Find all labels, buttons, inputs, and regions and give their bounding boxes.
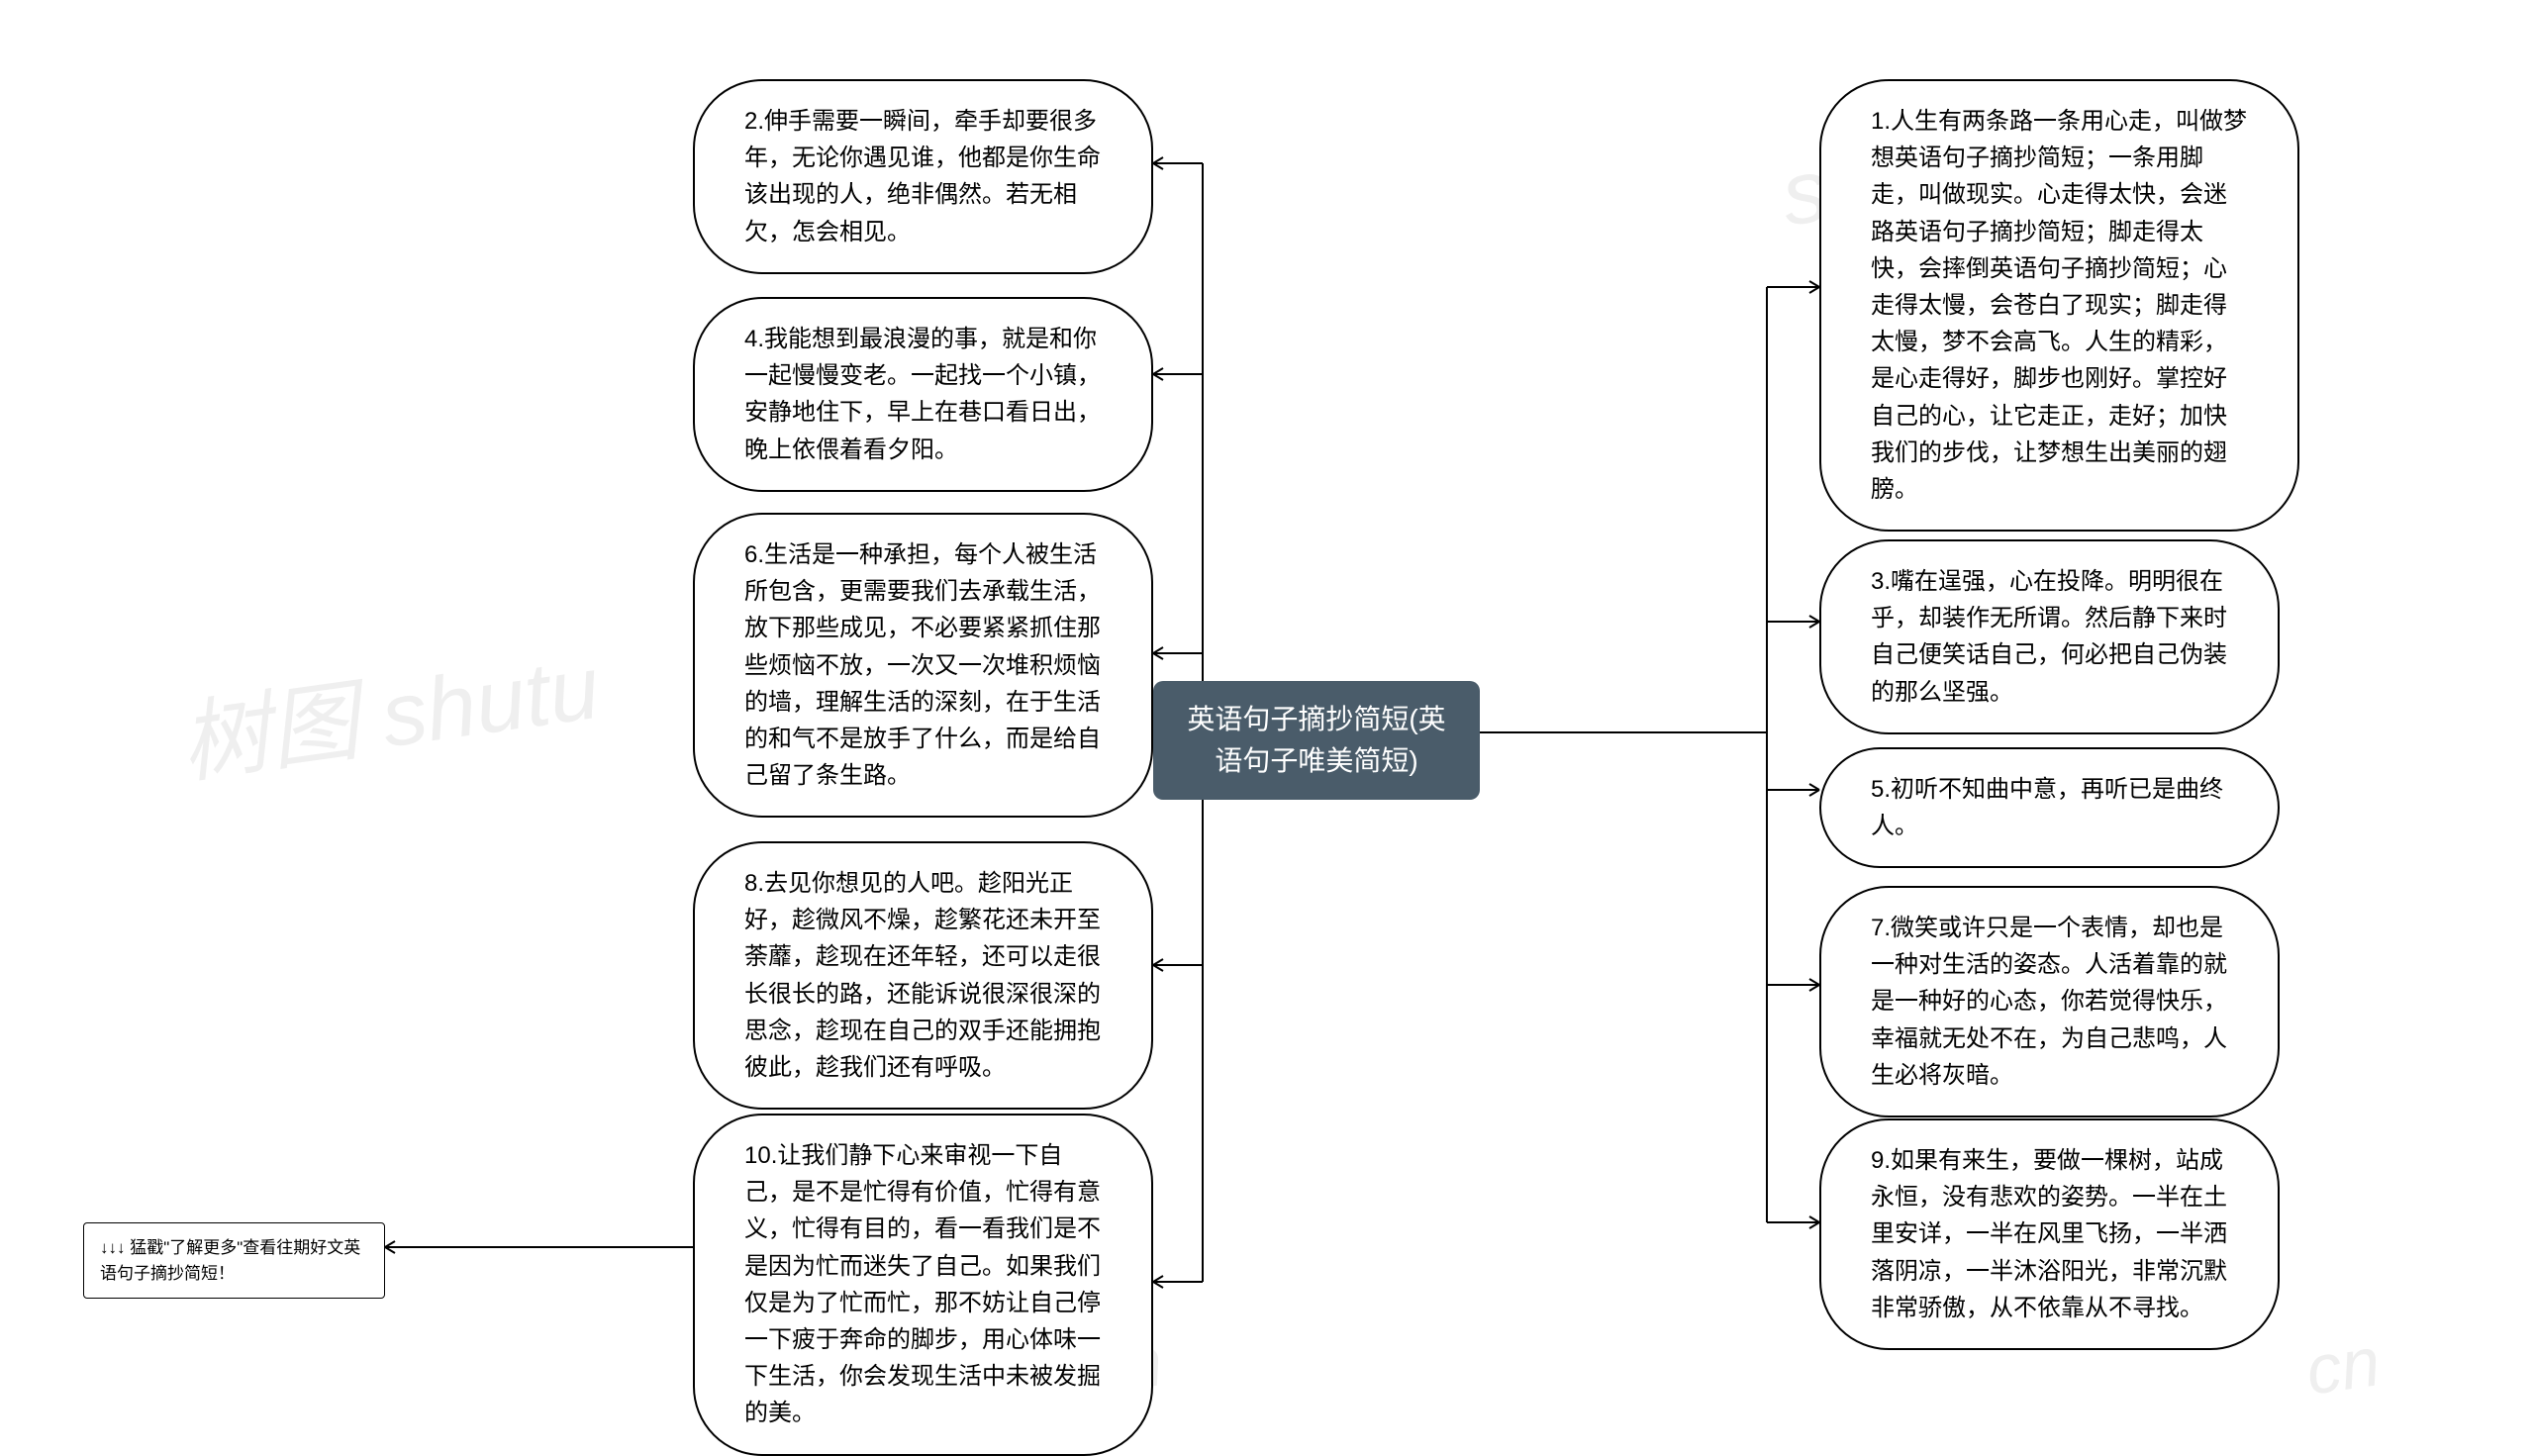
mindmap-node-3[interactable]: 3.嘴在逞强，心在投降。明明很在乎，却装作无所谓。然后静下来时自己便笑话自己，何… xyxy=(1819,539,2280,734)
mindmap-node-9[interactable]: 9.如果有来生，要做一棵树，站成永恒，没有悲欢的姿势。一半在土里安详，一半在风里… xyxy=(1819,1118,2280,1350)
mindmap-node-6[interactable]: 6.生活是一种承担，每个人被生活所包含，更需要我们去承载生活，放下那些成见，不必… xyxy=(693,513,1153,818)
mindmap-node-4[interactable]: 4.我能想到最浪漫的事，就是和你一起慢慢变老。一起找一个小镇，安静地住下，早上在… xyxy=(693,297,1153,492)
mindmap-node-10[interactable]: 10.让我们静下心来审视一下自己，是不是忙得有价值，忙得有意义，忙得有目的，看一… xyxy=(693,1114,1153,1456)
mindmap-grandchild-more[interactable]: ↓↓↓ 猛戳"了解更多"查看往期好文英语句子摘抄简短！ xyxy=(83,1222,385,1299)
watermark-1: 树图 shutu xyxy=(171,615,606,801)
mindmap-node-7[interactable]: 7.微笑或许只是一个表情，却也是一种对生活的姿态。人活着靠的就是一种好的心态，你… xyxy=(1819,886,2280,1117)
mindmap-node-1[interactable]: 1.人生有两条路一条用心走，叫做梦想英语句子摘抄简短；一条用脚走，叫做现实。心走… xyxy=(1819,79,2299,532)
mindmap-node-5[interactable]: 5.初听不知曲中意，再听已是曲终人。 xyxy=(1819,747,2280,868)
mindmap-node-8[interactable]: 8.去见你想见的人吧。趁阳光正好，趁微风不燥，趁繁花还未开至荼蘼，趁现在还年轻，… xyxy=(693,841,1153,1110)
mindmap-node-2[interactable]: 2.伸手需要一瞬间，牵手却要很多年，无论你遇见谁，他都是你生命该出现的人，绝非偶… xyxy=(693,79,1153,274)
watermark-4: cn xyxy=(2301,1321,2385,1410)
mindmap-root[interactable]: 英语句子摘抄简短(英语句子唯美简短) xyxy=(1153,681,1480,800)
